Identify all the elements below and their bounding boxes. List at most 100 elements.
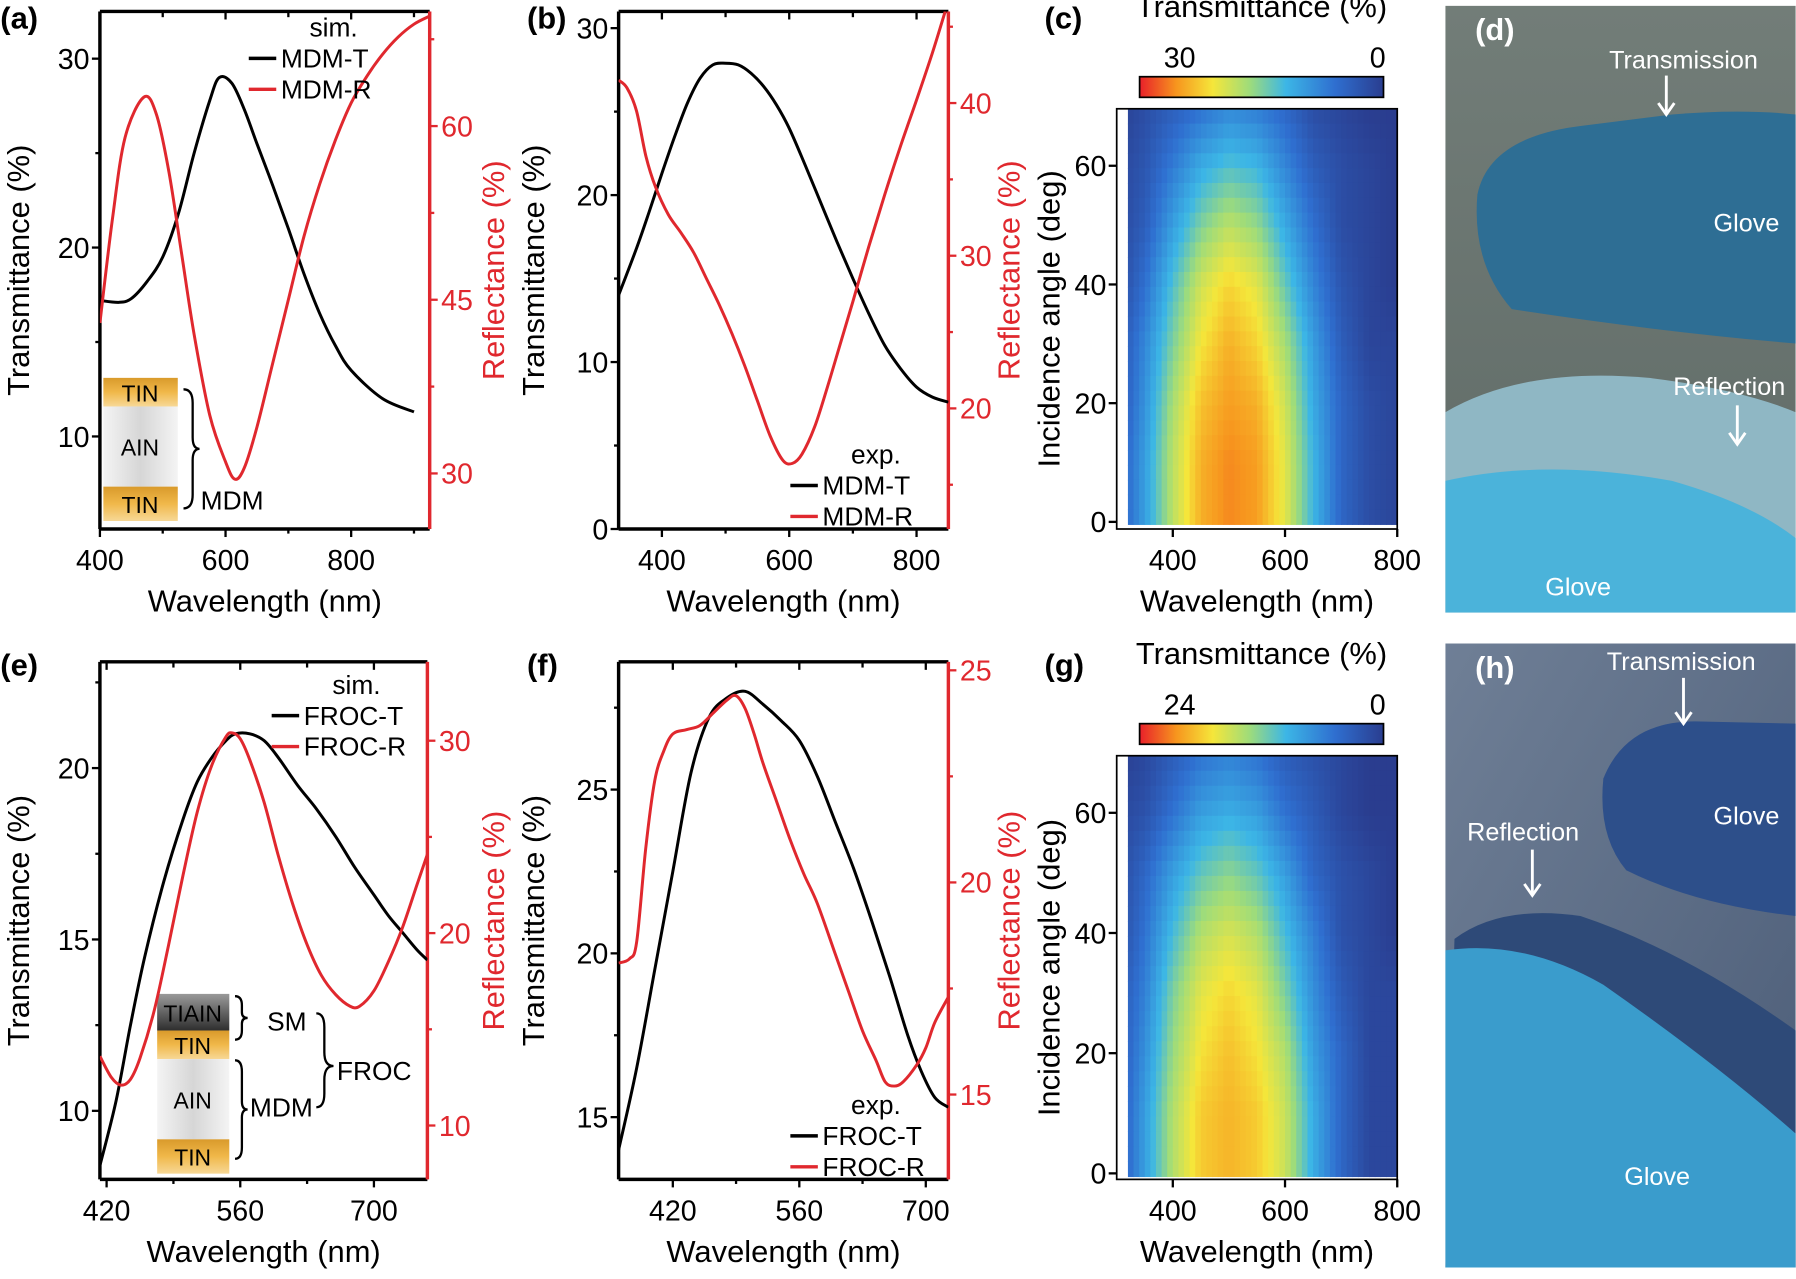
heatmap-cell	[1200, 257, 1208, 273]
heatmap-cell	[1155, 755, 1163, 772]
heatmap-cell	[1240, 450, 1247, 466]
heatmap-cell	[1262, 1161, 1269, 1178]
heatmap-cell	[1200, 375, 1208, 392]
heatmap-cell	[1335, 785, 1342, 802]
heatmap-cell	[1127, 1041, 1135, 1057]
heatmap-cell	[1172, 479, 1180, 496]
heatmap-cell	[1223, 390, 1230, 407]
heatmap-cell	[1268, 286, 1275, 303]
heatmap-cell	[1391, 1011, 1398, 1027]
heatmap-cell	[1307, 1086, 1314, 1102]
heatmap-cell	[1240, 123, 1247, 140]
heatmap-cell	[1228, 966, 1236, 982]
heatmap-cell	[1251, 153, 1258, 169]
heatmap-cell	[1363, 138, 1370, 154]
heatmap-cell	[1391, 860, 1398, 877]
heatmap-cell	[1268, 890, 1275, 907]
heatmap-cell	[1240, 138, 1247, 154]
heatmap-cell	[1307, 286, 1314, 303]
heatmap-cell	[1139, 197, 1146, 214]
heatmap-cell	[1369, 435, 1376, 451]
heatmap-cell	[1296, 1071, 1303, 1087]
heatmap-cell	[1195, 108, 1202, 125]
heatmap-cell	[1184, 346, 1191, 362]
heatmap-cell	[1363, 123, 1370, 140]
heatmap-cell	[1217, 509, 1224, 525]
heatmap-cell	[1178, 1041, 1185, 1057]
heatmap-cell	[1189, 890, 1196, 907]
heatmap-cell	[1256, 361, 1264, 377]
heatmap-cell	[1307, 272, 1314, 288]
heatmap-cell	[1279, 875, 1286, 892]
heatmap-cell	[1228, 479, 1236, 496]
heatmap-cell	[1240, 316, 1247, 333]
heatmap-cell	[1228, 286, 1236, 303]
heatmap-cell	[1329, 815, 1337, 832]
heatmap-cell	[1172, 951, 1180, 967]
heatmap-cell	[1296, 509, 1303, 525]
heatmap-cell	[1155, 316, 1163, 333]
heatmap-cell	[1313, 227, 1320, 244]
heatmap-cell	[1279, 936, 1286, 952]
heatmap-cell	[1341, 450, 1348, 466]
heatmap-cell	[1262, 875, 1269, 892]
heatmap-cell	[1346, 981, 1354, 997]
heatmap-cell	[1386, 966, 1393, 982]
heatmap-cell	[1251, 830, 1258, 847]
heatmap-cell	[1155, 905, 1163, 922]
heatmap-cell	[1380, 1161, 1387, 1178]
legend-title: sim.	[332, 670, 380, 700]
heatmap-cell	[1273, 450, 1281, 466]
y2-tick-label: 20	[960, 394, 992, 426]
heatmap-cell	[1262, 435, 1269, 451]
heatmap-cell	[1296, 1116, 1303, 1132]
heatmap-cell	[1380, 286, 1387, 303]
heatmap-cell	[1296, 981, 1303, 997]
heatmap-cell	[1223, 361, 1230, 377]
heatmap-cell	[1301, 770, 1309, 787]
heatmap-cell	[1251, 890, 1258, 907]
heatmap-cell	[1357, 860, 1365, 877]
heatmap-cell	[1139, 785, 1146, 802]
heatmap-cell	[1296, 390, 1303, 407]
heatmap-cell	[1150, 936, 1157, 952]
heatmap-cell	[1184, 242, 1191, 258]
heatmap-cell	[1296, 815, 1303, 832]
heatmap-cell	[1262, 800, 1269, 817]
heatmap-cell	[1357, 494, 1365, 511]
heatmap-cell	[1307, 375, 1314, 392]
heatmap-cell	[1363, 951, 1370, 967]
heatmap-cell	[1329, 905, 1337, 922]
heatmap-cell	[1167, 450, 1174, 466]
heatmap-cell	[1240, 286, 1247, 303]
heatmap-cell	[1279, 405, 1286, 422]
heatmap-cell	[1178, 123, 1185, 140]
heatmap-cell	[1178, 830, 1185, 847]
layer	[103, 377, 178, 407]
heatmap-cell	[1212, 1026, 1219, 1042]
heatmap-cell	[1301, 845, 1309, 862]
heatmap-cell	[1212, 286, 1219, 303]
heatmap-cell	[1324, 1011, 1331, 1027]
heatmap-cell	[1380, 464, 1387, 481]
heatmap-cell	[1380, 331, 1387, 347]
heatmap-cell	[1178, 153, 1185, 169]
heatmap-cell	[1139, 1071, 1146, 1087]
heatmap-cell	[1256, 153, 1264, 169]
heatmap-cell	[1200, 1116, 1208, 1132]
heatmap-cell	[1369, 936, 1376, 952]
heatmap-cell	[1285, 435, 1292, 451]
heatmap-cell	[1172, 1116, 1180, 1132]
heatmap-cell	[1307, 785, 1314, 802]
heatmap-cell	[1200, 182, 1208, 199]
heatmap-cell	[1251, 301, 1258, 318]
heatmap-cell	[1380, 227, 1387, 244]
heatmap-cell	[1251, 936, 1258, 952]
heatmap-cell	[1391, 1146, 1398, 1163]
heatmap-cell	[1262, 785, 1269, 802]
heatmap-cell	[1363, 272, 1370, 288]
heatmap-cell	[1262, 1026, 1269, 1042]
heatmap-cell	[1313, 420, 1320, 436]
heatmap-cell	[1290, 286, 1297, 303]
heatmap-cell	[1346, 1011, 1354, 1027]
